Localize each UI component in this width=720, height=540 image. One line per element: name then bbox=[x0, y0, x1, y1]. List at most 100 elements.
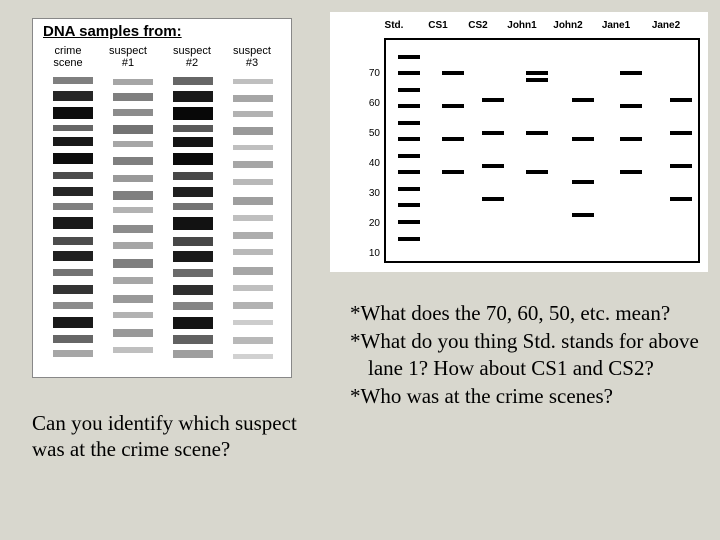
chart-band bbox=[572, 180, 594, 184]
chart-col-label: John2 bbox=[548, 20, 588, 31]
chart-band bbox=[398, 137, 420, 141]
chart-band bbox=[526, 71, 548, 75]
gel-band bbox=[53, 317, 93, 328]
gel-band bbox=[233, 285, 273, 291]
chart-band bbox=[526, 78, 548, 82]
chart-ylabel: 10 bbox=[360, 248, 380, 259]
gel-band bbox=[233, 127, 273, 135]
gel-band bbox=[53, 269, 93, 276]
gel-band bbox=[53, 302, 93, 309]
gel-band bbox=[113, 347, 153, 353]
chart-band bbox=[670, 131, 692, 135]
gel-band bbox=[233, 354, 273, 359]
gel-band bbox=[53, 137, 93, 146]
gel-lane-label: suspect#1 bbox=[103, 45, 153, 69]
chart-band bbox=[482, 197, 504, 201]
question-left: Can you identify which suspect was at th… bbox=[32, 410, 312, 463]
gel-band bbox=[173, 153, 213, 165]
gel-lane-label: suspect#3 bbox=[227, 45, 277, 69]
chart-panel: Std.CS1CS2John1John2Jane1Jane2 706050403… bbox=[330, 12, 708, 272]
gel-band bbox=[53, 187, 93, 196]
chart-col-label: CS2 bbox=[458, 20, 498, 31]
chart-band bbox=[526, 131, 548, 135]
gel-band bbox=[53, 217, 93, 229]
gel-band bbox=[53, 237, 93, 245]
gel-band bbox=[53, 77, 93, 84]
gel-band bbox=[173, 317, 213, 329]
gel-band bbox=[173, 107, 213, 120]
gel-band bbox=[233, 302, 273, 309]
gel-band bbox=[173, 285, 213, 295]
chart-band bbox=[620, 170, 642, 174]
chart-band bbox=[398, 203, 420, 207]
chart-ylabel: 60 bbox=[360, 98, 380, 109]
chart-col-label: Std. bbox=[374, 20, 414, 31]
gel-band bbox=[233, 267, 273, 275]
chart-band bbox=[670, 197, 692, 201]
gel-band bbox=[113, 175, 153, 182]
gel-band bbox=[173, 350, 213, 358]
gel-lanes bbox=[43, 77, 283, 367]
gel-band bbox=[233, 161, 273, 168]
chart-band bbox=[398, 104, 420, 108]
chart-band bbox=[442, 170, 464, 174]
chart-col-label: John1 bbox=[502, 20, 542, 31]
gel-band bbox=[233, 197, 273, 205]
gel-band bbox=[53, 335, 93, 343]
gel-band bbox=[53, 91, 93, 101]
gel-band bbox=[113, 225, 153, 233]
question-line: *What do you thing Std. stands for above… bbox=[340, 328, 710, 381]
gel-title: DNA samples from: bbox=[43, 23, 182, 40]
gel-band bbox=[233, 111, 273, 117]
gel-band bbox=[113, 157, 153, 165]
gel-band bbox=[173, 251, 213, 262]
chart-band bbox=[442, 137, 464, 141]
gel-band bbox=[53, 107, 93, 119]
gel-band bbox=[173, 302, 213, 310]
chart-ylabel: 30 bbox=[360, 188, 380, 199]
gel-band bbox=[113, 295, 153, 303]
chart-band bbox=[670, 164, 692, 168]
gel-band bbox=[113, 93, 153, 101]
gel-band bbox=[233, 79, 273, 84]
gel-band bbox=[173, 125, 213, 132]
chart-band bbox=[526, 170, 548, 174]
gel-band bbox=[173, 172, 213, 180]
chart-band bbox=[620, 71, 642, 75]
gel-band bbox=[53, 350, 93, 357]
gel-band bbox=[233, 215, 273, 221]
question-line: *Who was at the crime scenes? bbox=[340, 383, 710, 409]
gel-band bbox=[233, 249, 273, 255]
chart-band bbox=[398, 237, 420, 241]
chart-col-label: Jane1 bbox=[596, 20, 636, 31]
gel-band bbox=[173, 269, 213, 277]
chart-ylabel: 50 bbox=[360, 128, 380, 139]
chart-band bbox=[572, 137, 594, 141]
chart-band bbox=[442, 104, 464, 108]
chart-band bbox=[620, 137, 642, 141]
gel-band bbox=[113, 141, 153, 147]
gel-band bbox=[233, 179, 273, 185]
chart-band bbox=[482, 98, 504, 102]
chart-col-label: CS1 bbox=[418, 20, 458, 31]
gel-band bbox=[53, 285, 93, 294]
chart-col-label: Jane2 bbox=[646, 20, 686, 31]
gel-band bbox=[113, 312, 153, 318]
chart-band bbox=[398, 121, 420, 125]
gel-band bbox=[233, 337, 273, 344]
chart-band bbox=[398, 71, 420, 75]
gel-band bbox=[173, 335, 213, 344]
gel-band bbox=[113, 329, 153, 337]
gel-band bbox=[113, 109, 153, 116]
gel-band bbox=[113, 207, 153, 213]
gel-band bbox=[53, 125, 93, 131]
gel-band bbox=[173, 203, 213, 210]
gel-band bbox=[173, 137, 213, 147]
gel-band bbox=[53, 172, 93, 179]
chart-band bbox=[398, 154, 420, 158]
gel-band bbox=[233, 145, 273, 150]
gel-panel: DNA samples from: crimescenesuspect#1sus… bbox=[32, 18, 292, 378]
gel-band bbox=[233, 320, 273, 325]
chart-band bbox=[482, 164, 504, 168]
chart-band bbox=[482, 131, 504, 135]
